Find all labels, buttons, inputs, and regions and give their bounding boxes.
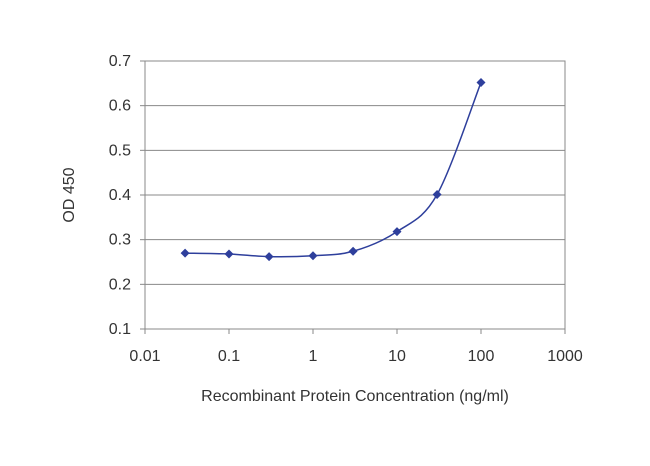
data-point [308, 251, 318, 261]
data-point [476, 77, 486, 87]
x-tick-label: 1 [309, 348, 318, 365]
data-point [180, 248, 190, 258]
y-tick-label: 0.7 [109, 53, 131, 70]
y-tick-label: 0.6 [109, 98, 131, 115]
gridlines [145, 105, 565, 285]
x-tick-label: 0.1 [218, 348, 240, 365]
data-point [224, 249, 234, 259]
y-tick-labels: 0.1 0.2 0.3 0.4 0.5 0.6 0.7 [109, 53, 131, 338]
data-points [180, 77, 486, 262]
y-tick-label: 0.3 [109, 232, 131, 249]
y-tick-label: 0.2 [109, 276, 131, 293]
x-tick-label: 10 [388, 348, 406, 365]
y-tick-label: 0.5 [109, 142, 131, 159]
y-axis-label: OD 450 [61, 167, 78, 222]
x-tick-label: 0.01 [129, 348, 160, 365]
data-point [432, 190, 442, 200]
y-tick-label: 0.4 [109, 187, 131, 204]
y-tick-label: 0.1 [109, 321, 131, 338]
x-axis-label: Recombinant Protein Concentration (ng/ml… [201, 388, 509, 405]
data-point [348, 246, 358, 256]
axis-ticks [140, 60, 566, 334]
x-tick-label: 1000 [547, 348, 583, 365]
x-tick-label: 100 [468, 348, 495, 365]
data-point [264, 252, 274, 262]
data-point [392, 227, 402, 237]
x-tick-labels: 0.01 0.1 1 10 100 1000 [129, 348, 582, 365]
